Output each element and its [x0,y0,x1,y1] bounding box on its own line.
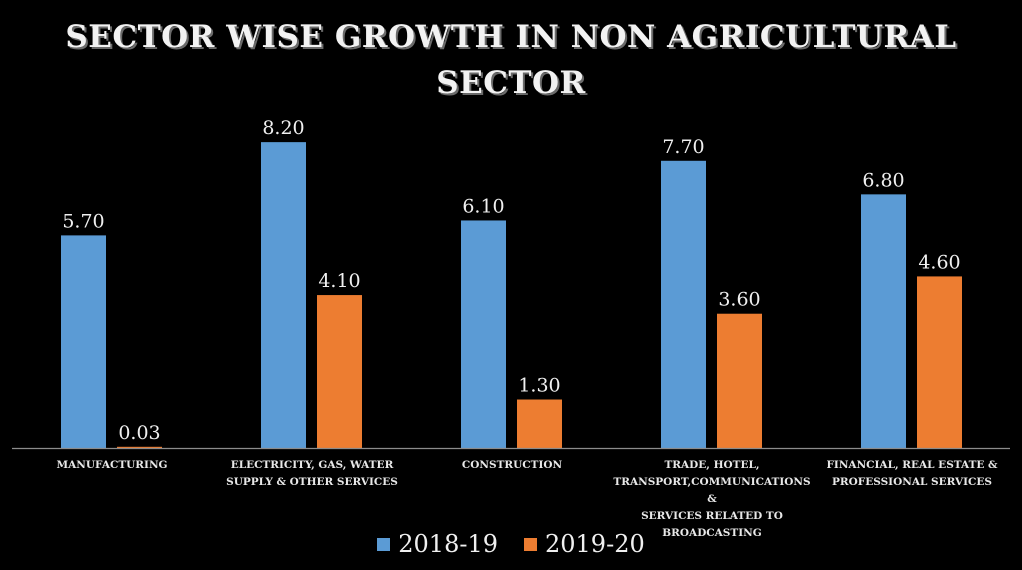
bar-2019-20-electricity-gas-water-supply-other-services[interactable] [317,295,362,448]
x-tick-label-line: Broadcasting [662,527,762,539]
x-tick-label-construction: Construction [412,457,612,474]
x-tick-label-line: Manufacturing [56,459,168,471]
data-label-2018-19-electricity-gas-water-supply-other-services: 8.20 [262,117,304,139]
bar-2019-20-trade-hotel-transport-communications-services-related-to-broadcasting[interactable] [717,313,762,448]
chart-title: SECTOR WISE GROWTH IN NON AGRICULTURAL S… [0,14,1022,106]
x-tick-label-line: Supply & Other Services [226,476,398,488]
bar-2019-20-construction[interactable] [517,399,562,448]
data-label-2019-20-construction: 1.30 [518,375,560,397]
bar-2018-19-electricity-gas-water-supply-other-services[interactable] [261,142,306,448]
data-label-2018-19-financial-real-estate-professional-services: 6.80 [862,169,904,191]
legend-swatch-2018-19 [377,537,391,551]
legend-label-2019-20: 2019-20 [545,530,645,558]
data-label-2019-20-trade-hotel-transport-communications-services-related-to-broadcasting: 3.60 [718,289,760,311]
bar-2018-19-construction[interactable] [461,220,506,448]
data-label-2019-20-electricity-gas-water-supply-other-services: 4.10 [318,270,360,292]
legend-swatch-2019-20 [524,537,537,551]
legend-label-2018-19: 2018-19 [398,530,498,558]
x-tick-label-line: Professional Services [832,476,992,488]
legend-item-2019-20[interactable]: 2019-20 [524,530,645,558]
legend-item-2018-19[interactable]: 2018-19 [377,530,498,558]
x-tick-label-line: Electricity, Gas, Water [230,459,394,471]
data-label-2018-19-trade-hotel-transport-communications-services-related-to-broadcasting: 7.70 [662,136,704,158]
bar-2018-19-trade-hotel-transport-communications-services-related-to-broadcasting[interactable] [661,160,706,449]
bars-group: 5.70 0.03 8.20 4.10 6.10 1.30 7.70 3.60 6.80 4.60 [61,117,962,449]
x-tick-label-line: Services Related to [641,510,783,522]
chart-title-line-2: SECTOR [436,65,586,101]
bar-2019-20-financial-real-estate-professional-services[interactable] [917,276,962,448]
bar-2019-20-manufacturing[interactable] [117,446,162,448]
x-tick-label-trade-hotel-transport-communications-services-related-to-broadcasting: Trade, Hotel, Transport,Communications & S… [612,457,812,542]
data-label-2019-20-financial-real-estate-professional-services: 4.60 [918,251,960,273]
data-label-2019-20-manufacturing: 0.03 [118,422,160,444]
data-label-2018-19-construction: 6.10 [462,195,504,217]
x-tick-label-line: Transport,Communications & [613,476,811,505]
x-tick-label-line: Financial, Real Estate & [826,459,998,471]
data-label-2018-19-manufacturing: 5.70 [62,210,104,232]
x-tick-label-financial-real-estate-professional-services: Financial, Real Estate & Professional Ser… [812,457,1012,491]
x-tick-label-electricity-gas-water-supply-other-services: Electricity, Gas, Water Supply & Other Se… [212,457,412,491]
x-tick-label-line: Trade, Hotel, [664,459,760,471]
legend: 2018-19 2019-20 [0,530,1022,558]
chart-title-line-1: SECTOR WISE GROWTH IN NON AGRICULTURAL [65,19,957,55]
x-tick-label-manufacturing: Manufacturing [12,457,212,474]
bar-2018-19-financial-real-estate-professional-services[interactable] [861,194,906,448]
x-tick-label-line: Construction [461,459,563,471]
bar-2018-19-manufacturing[interactable] [61,235,106,448]
